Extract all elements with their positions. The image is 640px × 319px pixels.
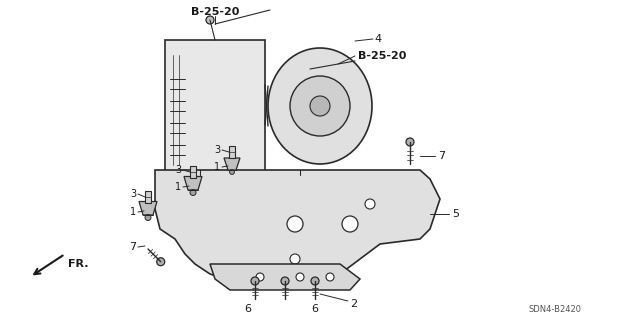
Text: 4: 4	[374, 34, 381, 44]
Circle shape	[287, 216, 303, 232]
Ellipse shape	[268, 48, 372, 164]
Text: SDN4-B2420: SDN4-B2420	[529, 305, 582, 314]
Circle shape	[365, 199, 375, 209]
Text: B-25-20: B-25-20	[191, 7, 239, 17]
Circle shape	[342, 216, 358, 232]
Bar	[229, 146, 235, 158]
Circle shape	[256, 273, 264, 281]
Circle shape	[157, 258, 164, 266]
Polygon shape	[139, 202, 157, 215]
Circle shape	[290, 254, 300, 264]
Circle shape	[326, 273, 334, 281]
Polygon shape	[210, 264, 360, 290]
Circle shape	[290, 76, 350, 136]
Text: 3: 3	[130, 189, 136, 199]
Text: 7: 7	[129, 242, 136, 252]
Bar	[190, 166, 196, 178]
Polygon shape	[184, 176, 202, 190]
Polygon shape	[155, 170, 440, 284]
Circle shape	[230, 170, 234, 174]
Bar	[145, 191, 151, 203]
Circle shape	[296, 273, 304, 281]
Text: 7: 7	[438, 151, 445, 161]
Text: 3: 3	[175, 165, 181, 175]
Polygon shape	[224, 158, 240, 170]
Text: 3: 3	[214, 145, 220, 155]
Circle shape	[406, 138, 414, 146]
Text: 1: 1	[130, 207, 136, 217]
Text: 6: 6	[312, 304, 319, 314]
Circle shape	[310, 96, 330, 116]
Circle shape	[311, 277, 319, 285]
Bar	[165, 40, 265, 175]
Text: 1: 1	[175, 182, 181, 192]
Text: B-25-20: B-25-20	[358, 51, 406, 61]
Circle shape	[251, 277, 259, 285]
Text: 2: 2	[350, 299, 357, 309]
Text: 1: 1	[214, 162, 220, 172]
Circle shape	[190, 189, 196, 196]
Circle shape	[145, 214, 151, 220]
Text: 6: 6	[244, 304, 252, 314]
Text: 5: 5	[452, 209, 459, 219]
Circle shape	[281, 277, 289, 285]
Text: FR.: FR.	[68, 259, 88, 269]
Circle shape	[206, 16, 214, 24]
